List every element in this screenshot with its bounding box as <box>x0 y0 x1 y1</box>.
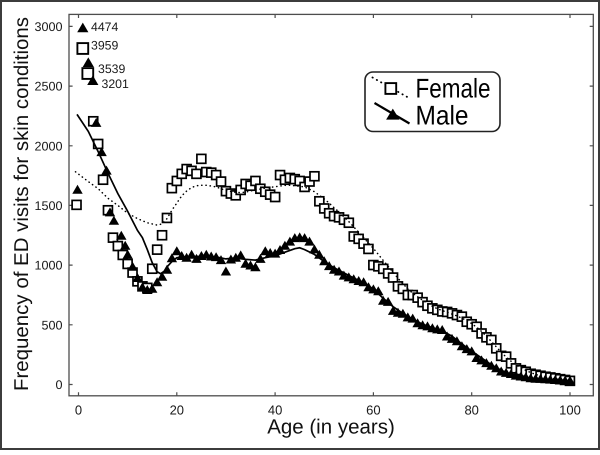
svg-text:4474: 4474 <box>91 20 119 34</box>
svg-text:2000: 2000 <box>34 139 62 153</box>
svg-text:Frequency of ED visits for ski: Frequency of ED visits for skin conditio… <box>11 17 33 391</box>
svg-text:3539: 3539 <box>98 62 126 76</box>
svg-text:3959: 3959 <box>91 39 119 53</box>
svg-text:100: 100 <box>559 403 581 418</box>
svg-text:0: 0 <box>75 403 82 418</box>
svg-text:1000: 1000 <box>34 259 62 273</box>
svg-text:Age (in years): Age (in years) <box>267 416 395 439</box>
svg-text:Female: Female <box>416 74 491 104</box>
svg-text:20: 20 <box>170 403 184 418</box>
svg-text:0: 0 <box>55 378 62 392</box>
svg-text:3201: 3201 <box>102 77 130 91</box>
svg-text:500: 500 <box>41 318 62 332</box>
svg-text:3000: 3000 <box>34 20 62 34</box>
svg-text:1500: 1500 <box>34 199 62 213</box>
svg-text:60: 60 <box>366 403 380 418</box>
svg-text:80: 80 <box>464 403 478 418</box>
svg-text:2500: 2500 <box>34 80 62 94</box>
svg-text:40: 40 <box>268 403 282 418</box>
svg-text:Male: Male <box>416 101 469 131</box>
